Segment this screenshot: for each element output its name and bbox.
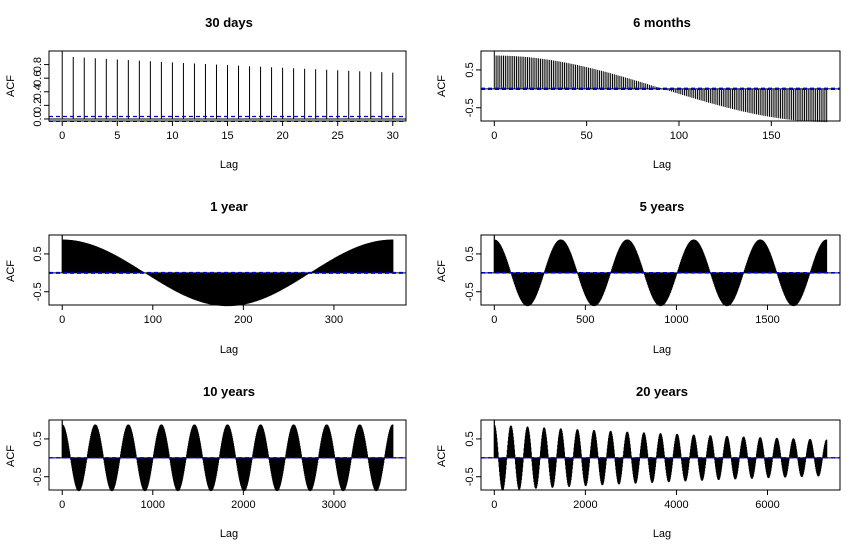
x-tick-label: 6000 [755,499,779,511]
x-tick-label: 0 [491,314,497,326]
panel-5-years: 5 years Lag ACF 0 500 1000 1500 -0.5 0.5 [436,199,841,356]
x-tick-label: 25 [332,130,344,142]
acf-plot: 0 1000 2000 3000 -0.5 0.5 [32,419,407,511]
x-tick-label: 150 [762,130,780,142]
y-tick-label: -0.5 [464,282,476,301]
x-axis-label: Lag [653,528,671,540]
chart-title: 5 years [640,199,685,214]
x-tick-label: 2000 [231,499,255,511]
acf-bars [493,51,828,123]
x-tick-label: 1500 [755,314,779,326]
panel-30-days: 30 days Lag ACF 0 5 10 15 20 25 30 0.00.20.40.6… [5,15,407,171]
y-tick-label: -0.5 [32,467,44,486]
acf-plot: 0 50 100 150 -0.5 0.5 [464,50,841,142]
y-tick-label: 0.5 [464,431,476,446]
y-tick-label: -0.5 [464,467,476,486]
x-axis-label: Lag [220,344,238,356]
acf-plot: 0 2000 4000 6000 -0.5 0.5 [464,419,841,511]
y-tick-label: -0.5 [464,98,476,117]
y-axis-label: ACF [5,445,17,467]
x-axis-label: Lag [220,159,238,171]
x-tick-label: 3000 [322,499,346,511]
x-tick-label: 4000 [664,499,688,511]
x-tick-label: 30 [387,130,399,142]
y-axis: -0.5 0.5 [464,246,482,301]
y-axis: -0.5 0.5 [464,431,482,486]
chart-title: 20 years [636,384,688,399]
y-tick-label: 0.2 [32,98,44,113]
x-tick-label: 100 [670,130,688,142]
x-axis: 0 50 100 150 [491,120,780,142]
y-tick-label: 0.8 [32,57,44,72]
x-axis: 0 500 1000 1500 [491,304,780,326]
y-axis-label: ACF [5,75,17,97]
x-tick-label: 2000 [573,499,597,511]
acf-bars [61,51,394,119]
y-axis-label: ACF [436,75,448,97]
x-axis: 0 100 200 300 [59,304,343,326]
y-axis: -0.5 0.5 [32,431,50,486]
x-tick-label: 100 [144,314,162,326]
y-axis: 0.00.20.40.60.8 [32,57,50,127]
y-tick-label: -0.5 [32,282,44,301]
x-tick-label: 15 [221,130,233,142]
acf-plot: 0 100 200 300 -0.5 0.5 [32,234,407,326]
y-axis-label: ACF [5,260,17,282]
chart-title: 10 years [203,384,255,399]
x-tick-label: 1000 [664,314,688,326]
y-tick-label: 0.5 [32,431,44,446]
x-axis: 0 1000 2000 3000 [59,489,346,511]
x-tick-label: 0 [59,130,65,142]
chart-title: 30 days [205,15,253,30]
y-axis-label: ACF [436,260,448,282]
chart-title: 1 year [210,199,248,214]
x-tick-label: 0 [59,499,65,511]
x-tick-label: 500 [576,314,594,326]
x-tick-label: 50 [581,130,593,142]
x-tick-label: 300 [325,314,343,326]
x-tick-label: 20 [276,130,288,142]
y-axis: -0.5 0.5 [464,62,482,117]
panel-10-years: 10 years Lag ACF 0 1000 2000 3000 -0.5 0.5 [5,384,407,540]
x-tick-label: 5 [114,130,120,142]
y-tick-label: 0.5 [464,246,476,261]
panel-20-years: 20 years Lag ACF 0 2000 4000 6000 -0.5 0.5 [436,384,841,540]
acf-bars [61,420,394,492]
y-tick-label: 0.5 [32,246,44,261]
panel-1-year: 1 year Lag ACF 0 100 200 300 -0.5 0.5 [5,199,407,356]
chart-title: 6 months [633,15,691,30]
x-tick-label: 0 [491,499,497,511]
x-axis: 0 2000 4000 6000 [491,489,780,511]
acf-bars [493,420,828,491]
x-axis-label: Lag [220,528,238,540]
y-axis: -0.5 0.5 [32,246,50,301]
x-tick-label: 0 [59,314,65,326]
x-axis-label: Lag [653,344,671,356]
x-axis-label: Lag [653,159,671,171]
panel-6-months: 6 months Lag ACF 0 50 100 150 -0.5 0.5 [436,15,841,171]
acf-plot: 0 5 10 15 20 25 30 0.00.20.40.60.8 [32,50,407,142]
y-axis-label: ACF [436,445,448,467]
y-tick-label: 0.6 [32,71,44,86]
x-tick-label: 10 [166,130,178,142]
acf-plot: 0 500 1000 1500 -0.5 0.5 [464,234,841,326]
x-axis: 0 5 10 15 20 25 30 [59,120,399,142]
y-tick-label: 0.5 [464,62,476,77]
x-tick-label: 200 [234,314,252,326]
x-tick-label: 1000 [141,499,165,511]
y-tick-label: 0.4 [32,84,44,99]
x-tick-label: 0 [491,130,497,142]
acf-bars [61,235,394,307]
acf-bars [493,235,828,307]
y-tick-label: 0.0 [32,111,44,126]
